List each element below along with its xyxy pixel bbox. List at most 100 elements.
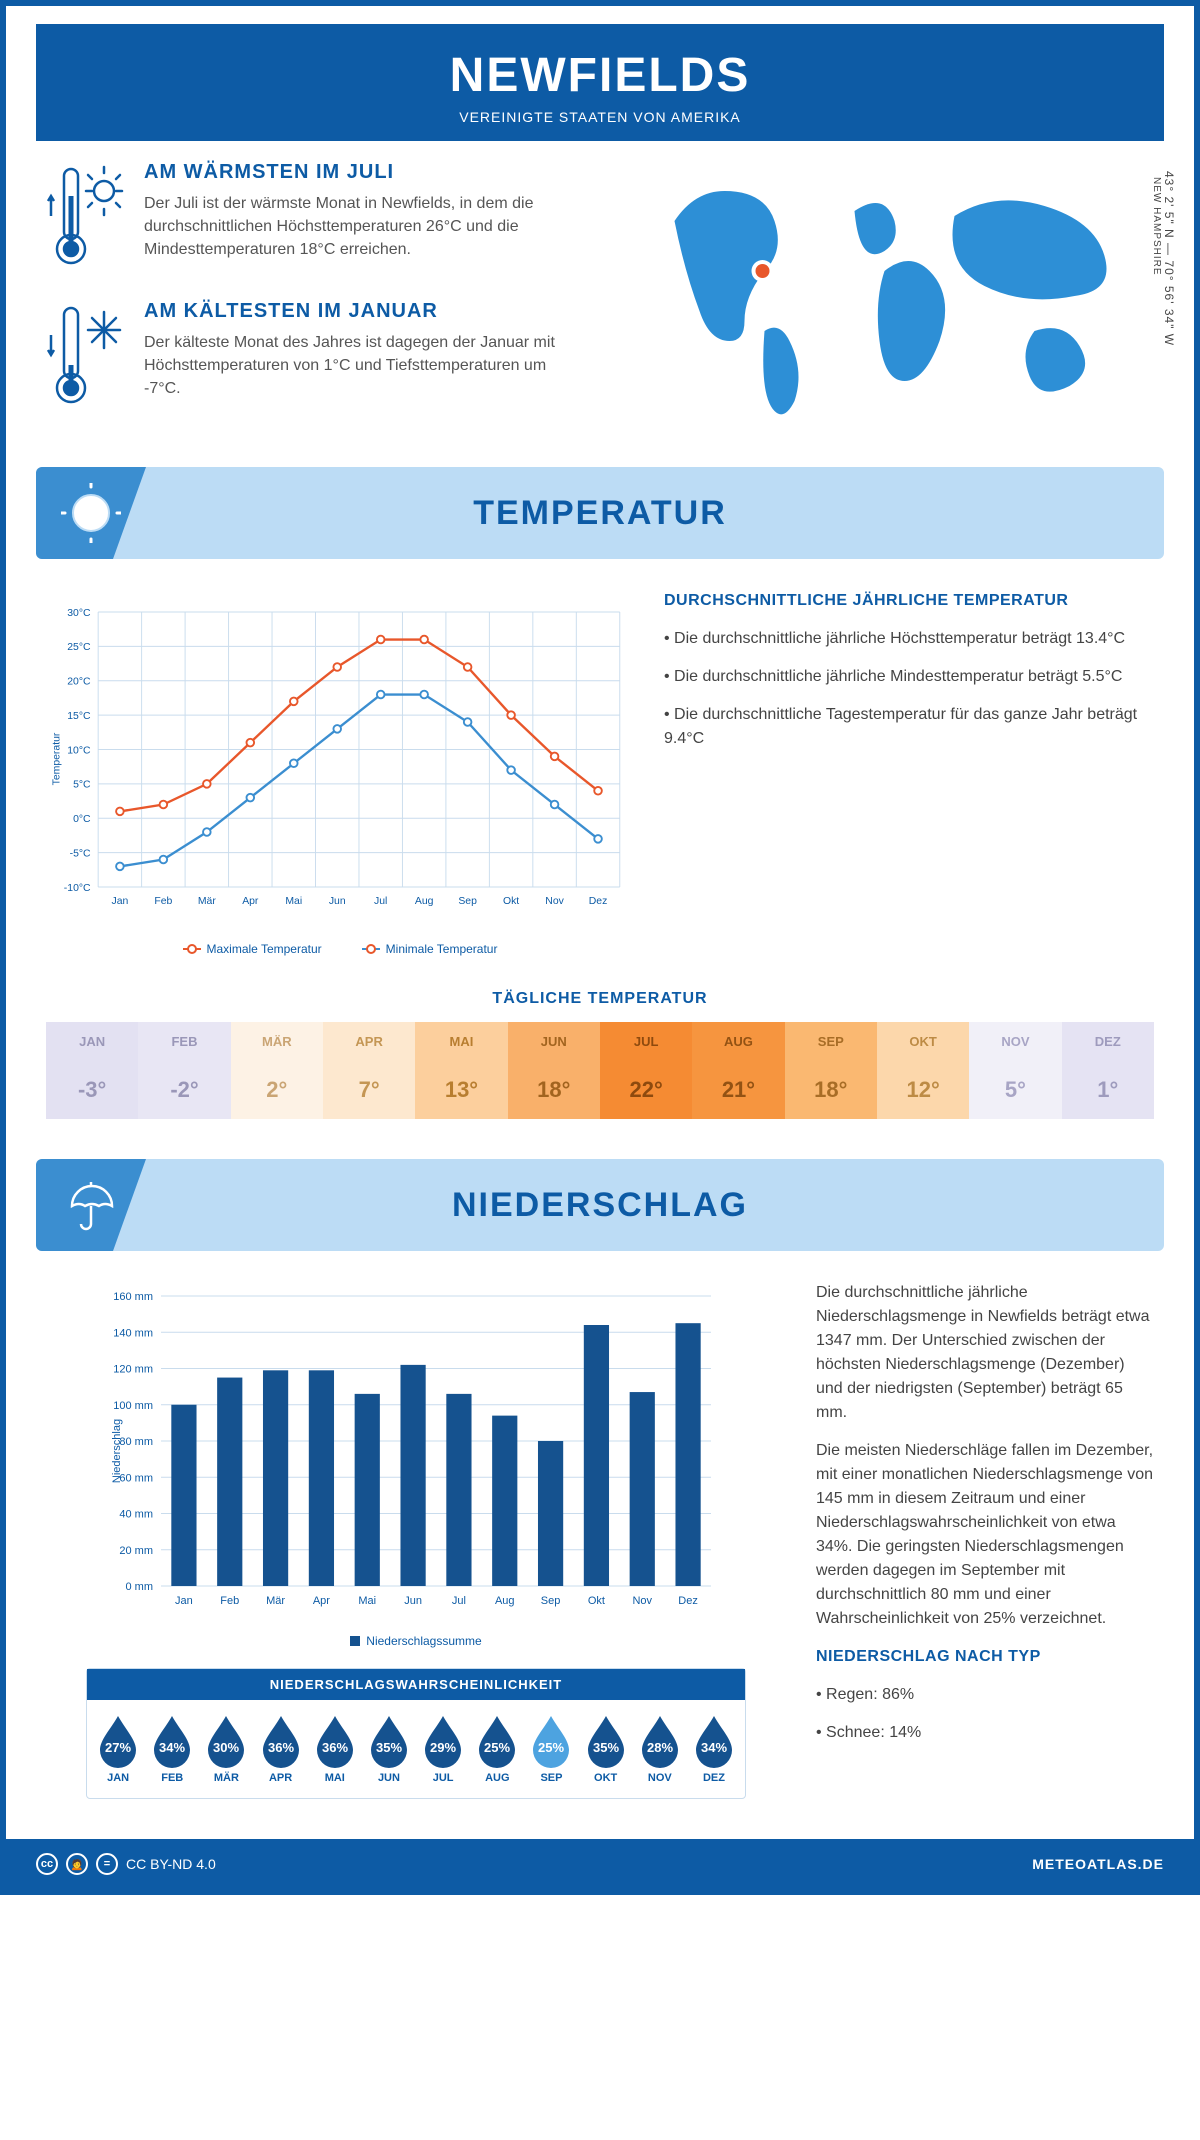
coordinates: 43° 2' 5" N — 70° 56' 34" W NEW HAMPSHIR… xyxy=(1151,171,1176,346)
svg-text:40 mm: 40 mm xyxy=(119,1509,153,1521)
month-cell: FEB-2° xyxy=(138,1022,230,1119)
svg-text:20 mm: 20 mm xyxy=(119,1545,153,1557)
svg-text:80 mm: 80 mm xyxy=(119,1436,153,1448)
svg-text:Mai: Mai xyxy=(358,1595,376,1607)
svg-text:0°C: 0°C xyxy=(73,814,91,825)
month-cell: DEZ1° xyxy=(1062,1022,1154,1119)
precip-bullet: • Regen: 86% xyxy=(816,1683,1154,1707)
daily-temp-title: TÄGLICHE TEMPERATUR xyxy=(6,990,1194,1008)
svg-text:Mär: Mär xyxy=(266,1595,285,1607)
by-icon: 🙍 xyxy=(66,1853,88,1875)
precip-bullet: • Schnee: 14% xyxy=(816,1721,1154,1745)
header: NEWFIELDS VEREINIGTE STAATEN VON AMERIKA xyxy=(36,24,1164,141)
month-cell: MAI13° xyxy=(415,1022,507,1119)
svg-text:28%: 28% xyxy=(647,1740,673,1755)
section-title: TEMPERATUR xyxy=(473,494,727,533)
precip-probability-box: NIEDERSCHLAGSWAHRSCHEINLICHKEIT 27%JAN34… xyxy=(86,1668,746,1799)
svg-text:60 mm: 60 mm xyxy=(119,1472,153,1484)
section-precipitation: NIEDERSCHLAG xyxy=(36,1159,1164,1251)
svg-text:Temperatur: Temperatur xyxy=(51,732,62,785)
probability-drop: 29%JUL xyxy=(418,1714,468,1784)
svg-text:Jul: Jul xyxy=(374,896,387,907)
umbrella-icon xyxy=(64,1178,119,1233)
footer: cc 🙍 = CC BY-ND 4.0 METEOATLAS.DE xyxy=(6,1839,1194,1889)
svg-text:35%: 35% xyxy=(376,1740,402,1755)
site-name: METEOATLAS.DE xyxy=(1032,1856,1164,1872)
svg-text:Feb: Feb xyxy=(220,1595,239,1607)
svg-text:120 mm: 120 mm xyxy=(113,1364,153,1376)
svg-text:Jul: Jul xyxy=(452,1595,466,1607)
probability-drop: 28%NOV xyxy=(635,1714,685,1784)
svg-text:29%: 29% xyxy=(430,1740,456,1755)
svg-text:34%: 34% xyxy=(701,1740,727,1755)
svg-text:Dez: Dez xyxy=(678,1595,698,1607)
svg-text:Sep: Sep xyxy=(458,896,477,907)
svg-text:Okt: Okt xyxy=(588,1595,605,1607)
probability-drop: 36%MAI xyxy=(310,1714,360,1784)
month-cell: JUN18° xyxy=(508,1022,600,1119)
svg-text:20°C: 20°C xyxy=(67,677,91,688)
probability-drop: 27%JAN xyxy=(93,1714,143,1784)
svg-text:0 mm: 0 mm xyxy=(126,1581,154,1593)
svg-text:27%: 27% xyxy=(105,1740,131,1755)
warmest-text: Der Juli ist der wärmste Monat in Newfie… xyxy=(144,192,585,262)
nd-icon: = xyxy=(96,1853,118,1875)
svg-text:Dez: Dez xyxy=(589,896,608,907)
section-temperature: TEMPERATUR xyxy=(36,467,1164,559)
svg-text:Nov: Nov xyxy=(632,1595,652,1607)
svg-text:Mär: Mär xyxy=(198,896,216,907)
warmest-title: AM WÄRMSTEN IM JULI xyxy=(144,161,585,184)
license-text: CC BY-ND 4.0 xyxy=(126,1856,216,1872)
cc-icon: cc xyxy=(36,1853,58,1875)
svg-text:Niederschlag: Niederschlag xyxy=(111,1419,123,1483)
svg-text:36%: 36% xyxy=(322,1740,348,1755)
month-cell: JUL22° xyxy=(600,1022,692,1119)
page-subtitle: VEREINIGTE STAATEN VON AMERIKA xyxy=(36,109,1164,125)
svg-text:25°C: 25°C xyxy=(67,642,91,653)
svg-text:Jan: Jan xyxy=(111,896,128,907)
precip-type-heading: NIEDERSCHLAG NACH TYP xyxy=(816,1645,1154,1669)
svg-text:Aug: Aug xyxy=(495,1595,515,1607)
svg-text:35%: 35% xyxy=(593,1740,619,1755)
probability-drop: 34%FEB xyxy=(147,1714,197,1784)
month-cell: SEP18° xyxy=(785,1022,877,1119)
page-title: NEWFIELDS xyxy=(36,48,1164,103)
svg-text:Apr: Apr xyxy=(313,1595,330,1607)
probability-drop: 30%MÄR xyxy=(201,1714,251,1784)
temp-bullet: • Die durchschnittliche Tagestemperatur … xyxy=(664,703,1154,751)
svg-text:140 mm: 140 mm xyxy=(113,1327,153,1339)
temp-bullet: • Die durchschnittliche jährliche Mindes… xyxy=(664,665,1154,689)
probability-drop: 34%DEZ xyxy=(689,1714,739,1784)
svg-text:Apr: Apr xyxy=(242,896,259,907)
svg-text:36%: 36% xyxy=(268,1740,294,1755)
probability-drop: 35%OKT xyxy=(581,1714,631,1784)
precip-paragraph: Die meisten Niederschläge fallen im Deze… xyxy=(816,1439,1154,1631)
temp-bullet: • Die durchschnittliche jährliche Höchst… xyxy=(664,627,1154,651)
svg-text:34%: 34% xyxy=(159,1740,185,1755)
coldest-fact: AM KÄLTESTEN IM JANUAR Der kälteste Mona… xyxy=(46,300,585,415)
coldest-title: AM KÄLTESTEN IM JANUAR xyxy=(144,300,585,323)
temperature-line-chart: -10°C-5°C0°C5°C10°C15°C20°C25°C30°CJanFe… xyxy=(46,589,634,929)
warmest-fact: AM WÄRMSTEN IM JULI Der Juli ist der wär… xyxy=(46,161,585,276)
svg-text:Feb: Feb xyxy=(154,896,172,907)
svg-text:Sep: Sep xyxy=(541,1595,561,1607)
svg-text:160 mm: 160 mm xyxy=(113,1291,153,1303)
svg-text:30°C: 30°C xyxy=(67,608,91,619)
month-cell: MÄR2° xyxy=(231,1022,323,1119)
month-cell: AUG21° xyxy=(692,1022,784,1119)
month-cell: OKT12° xyxy=(877,1022,969,1119)
svg-text:Aug: Aug xyxy=(415,896,434,907)
svg-text:-10°C: -10°C xyxy=(64,883,91,894)
svg-text:-5°C: -5°C xyxy=(70,848,91,859)
svg-text:30%: 30% xyxy=(213,1740,239,1755)
svg-text:Nov: Nov xyxy=(545,896,564,907)
probability-drop: 35%JUN xyxy=(364,1714,414,1784)
precip-paragraph: Die durchschnittliche jährliche Niedersc… xyxy=(816,1281,1154,1425)
chart-legend: Niederschlagssumme xyxy=(46,1634,786,1648)
thermometer-cold-icon xyxy=(46,300,126,410)
probability-drop: 25%SEP xyxy=(526,1714,576,1784)
svg-text:25%: 25% xyxy=(484,1740,510,1755)
section-title: NIEDERSCHLAG xyxy=(452,1186,748,1225)
svg-text:Mai: Mai xyxy=(285,896,302,907)
svg-text:25%: 25% xyxy=(538,1740,564,1755)
